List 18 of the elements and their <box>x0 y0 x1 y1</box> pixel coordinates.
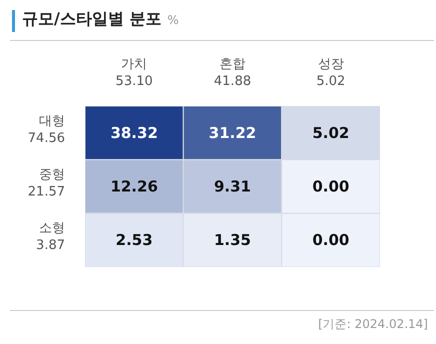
data-label: 38.32 <box>110 124 158 142</box>
x-tick-label: 혼합 41.88 <box>214 57 252 89</box>
data-label: 12.26 <box>110 178 158 196</box>
data-label: 2.53 <box>116 231 153 250</box>
y-tick-label: 중형 21.57 <box>28 168 65 200</box>
data-label: 9.31 <box>214 178 252 196</box>
y-tick-label: 대형 74.56 <box>28 114 65 146</box>
data-label: 1.35 <box>214 231 252 250</box>
data-label: 0.00 <box>312 231 350 250</box>
x-tick-label: 성장 5.02 <box>316 57 346 89</box>
x-tick-label: 가치 53.10 <box>116 57 153 89</box>
chart-subtitle: % <box>167 13 179 27</box>
data-label: 5.02 <box>312 124 350 142</box>
y-tick-label: 소형 3.87 <box>36 221 65 254</box>
data-label: 31.22 <box>208 124 256 142</box>
chart-title: 규모/스타일별 분포 <box>22 9 162 28</box>
data-label: 0.00 <box>312 178 350 196</box>
text: [기준: 2024.02.14] <box>318 316 428 333</box>
